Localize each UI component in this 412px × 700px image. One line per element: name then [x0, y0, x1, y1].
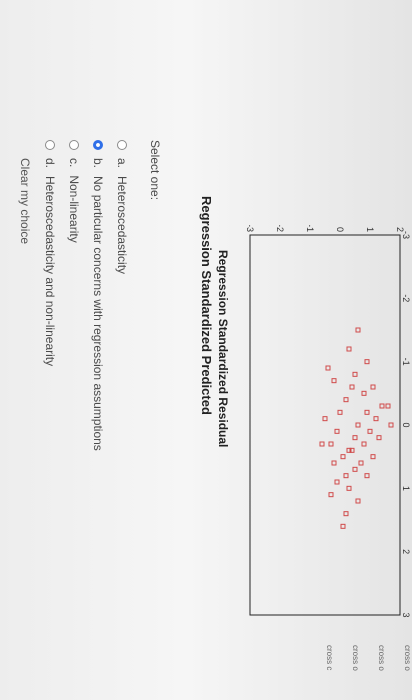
scatter-point — [361, 390, 367, 396]
scatter-point — [337, 409, 343, 415]
x-tick-label: -1 — [401, 358, 411, 366]
scatter-point — [349, 447, 355, 453]
radio-b[interactable] — [93, 140, 103, 150]
x-tick-label: -3 — [401, 231, 411, 239]
scatter-points — [319, 327, 394, 529]
scatter-point — [346, 485, 352, 491]
scatter-point — [370, 384, 376, 390]
scatter-point — [376, 435, 382, 441]
scatter-point — [343, 397, 349, 403]
plot-frame — [249, 234, 401, 616]
side-labels: cross o cross o cross o cross c — [308, 645, 412, 671]
x-axis-title: Regression Standardized Residual — [216, 250, 230, 448]
scatter-point — [349, 384, 355, 390]
scatter-point — [340, 454, 346, 460]
scatter-point — [331, 378, 337, 384]
y-tick-label: -1 — [305, 225, 315, 232]
scatter-point — [325, 365, 331, 371]
scatter-point — [355, 498, 361, 504]
option-b-text: No particular concerns with regression a… — [91, 176, 105, 451]
scatter-point — [379, 403, 385, 409]
scatter-point — [340, 523, 346, 529]
x-ticks: -3 -2 -1 0 1 2 3 — [401, 231, 411, 618]
option-d[interactable]: d. Heteroscedasticity and non-linearity — [38, 140, 62, 660]
option-a[interactable]: a. Heteroscedasticity — [110, 140, 134, 660]
scatter-point — [364, 359, 370, 365]
select-one-label: Select one: — [148, 140, 162, 201]
scatter-point — [343, 511, 349, 517]
scatter-point — [364, 409, 370, 415]
scatter-point — [346, 447, 352, 453]
scatter-point — [364, 473, 370, 479]
scatter-point — [331, 460, 337, 466]
question-panel: Select one: a. Heteroscedasticity b. No … — [18, 140, 162, 660]
y-tick-label: -3 — [245, 225, 255, 232]
scatter-point — [370, 454, 376, 460]
scatter-point — [388, 422, 394, 428]
scatter-point — [352, 466, 358, 472]
x-tick-label: 1 — [401, 486, 411, 491]
x-tick-label: 3 — [401, 612, 411, 617]
option-d-letter: d. — [43, 158, 57, 169]
scatter-point — [358, 460, 364, 466]
option-d-text: Heteroscedasticity and non-linearity — [43, 176, 57, 367]
radio-d[interactable] — [45, 140, 55, 150]
side-label-1: cross o — [403, 645, 412, 671]
option-a-text: Heteroscedasticity — [115, 176, 129, 275]
x-tick-label: -2 — [401, 294, 411, 302]
scatter-point — [352, 435, 358, 441]
scatter-point — [319, 441, 325, 447]
chart-title: Regression Standardized Predicted — [199, 196, 214, 415]
scatter-plot: -3 -2 -1 0 1 2 3 2 1 0 -1 -2 -3 — [245, 225, 411, 618]
scatter-point — [343, 473, 349, 479]
scatter-point — [361, 441, 367, 447]
radio-a[interactable] — [117, 140, 127, 150]
scatter-point — [373, 416, 379, 422]
scatter-point — [355, 422, 361, 428]
side-label-3: cross o — [351, 645, 360, 671]
side-label-2: cross o — [377, 645, 386, 671]
radio-c[interactable] — [69, 140, 79, 150]
y-tick-label: 0 — [335, 227, 345, 232]
side-label-4: cross c — [325, 645, 334, 671]
y-ticks: 2 1 0 -1 -2 -3 — [245, 225, 405, 232]
option-b-letter: b. — [91, 158, 105, 169]
y-tick-label: -2 — [275, 225, 285, 232]
scatter-point — [328, 492, 334, 498]
scatter-point — [322, 416, 328, 422]
scatter-point — [355, 327, 361, 333]
scatter-point — [328, 441, 334, 447]
option-c[interactable]: c. Non-linearity — [62, 140, 86, 660]
scatter-point — [346, 346, 352, 352]
scatter-point — [385, 403, 391, 409]
option-a-letter: a. — [115, 158, 129, 169]
y-tick-label: 2 — [395, 227, 405, 232]
scatter-point — [334, 479, 340, 485]
y-tick-label: 1 — [365, 227, 375, 232]
x-tick-label: 0 — [401, 422, 411, 427]
x-tick-label: 2 — [401, 549, 411, 554]
clear-choice-link[interactable]: Clear my choice — [18, 158, 32, 245]
scatter-point — [367, 428, 373, 434]
option-b[interactable]: b. No particular concerns with regressio… — [86, 140, 110, 660]
scatter-point — [334, 428, 340, 434]
option-c-text: Non-linearity — [67, 175, 81, 243]
scatter-point — [352, 371, 358, 377]
option-c-letter: c. — [67, 158, 81, 168]
